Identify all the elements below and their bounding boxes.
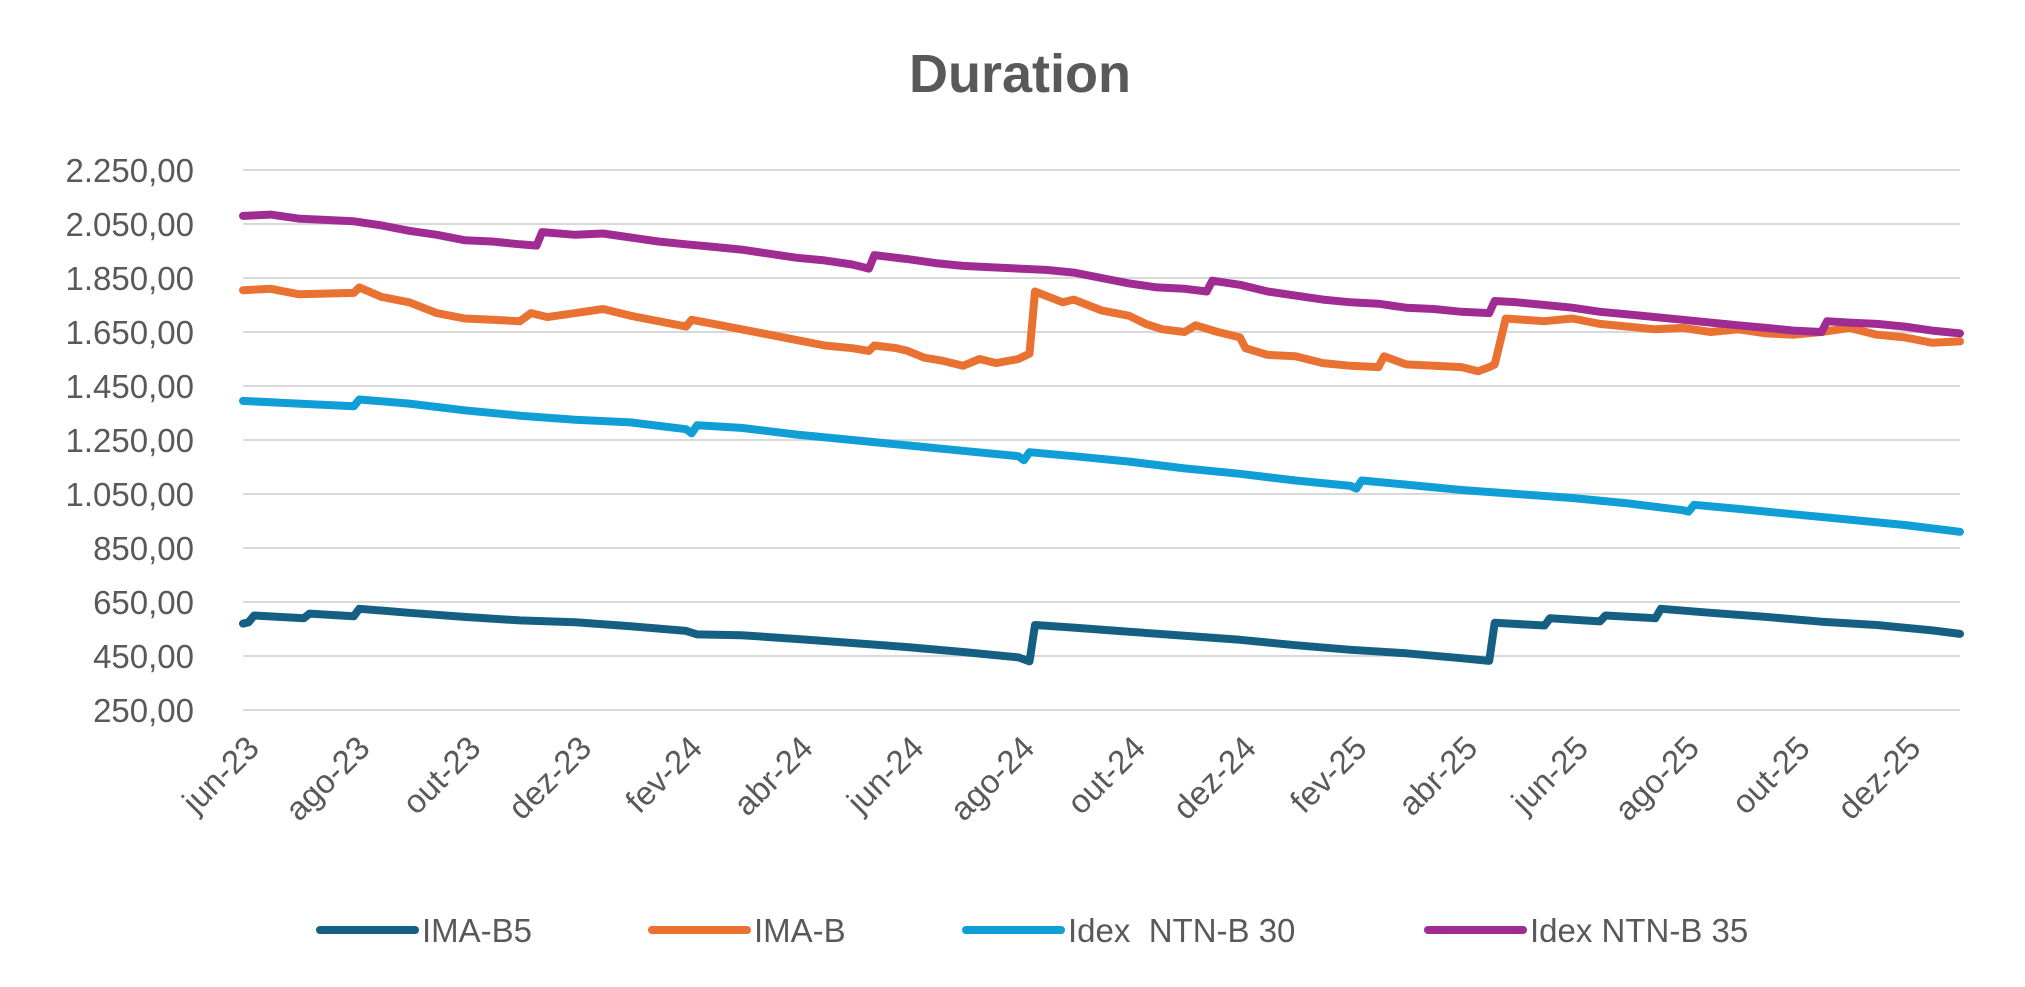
x-tick-label: ago-23: [278, 729, 377, 828]
x-tick-label: ago-25: [1607, 729, 1706, 828]
x-tick-label: abr-24: [726, 729, 820, 823]
y-tick-label: 1.850,00: [66, 260, 194, 297]
chart-title: Duration: [909, 44, 1131, 104]
series-line-3: [239, 395, 1964, 536]
series-lines: [239, 210, 1964, 666]
x-tick-label: dez-25: [1830, 729, 1928, 827]
y-tick-label: 850,00: [93, 530, 194, 567]
x-tick-label: abr-25: [1391, 729, 1485, 823]
y-axis-ticks: 250,00 450,00 650,00 850,00 1.050,00 1.250,00…: [66, 152, 194, 729]
y-tick-label: 2.250,00: [66, 152, 194, 189]
x-tick-label: jun-25: [1504, 729, 1596, 821]
legend-label: Idex NTN-B 30: [1068, 912, 1295, 949]
y-tick-label: 1.050,00: [66, 476, 194, 513]
x-tick-label: jun-24: [839, 729, 931, 821]
x-tick-label: dez-24: [1165, 729, 1263, 827]
y-tick-label: 650,00: [93, 584, 194, 621]
legend-label: Idex NTN-B 35: [1530, 912, 1748, 949]
x-tick-label: ago-24: [943, 729, 1042, 828]
y-tick-label: 1.650,00: [66, 314, 194, 351]
legend-label: IMA-B: [754, 912, 846, 949]
y-tick-label: 2.050,00: [66, 206, 194, 243]
x-tick-label: fev-25: [1283, 729, 1374, 820]
y-tick-label: 250,00: [93, 692, 194, 729]
series-line-4: [239, 210, 1964, 338]
series-line-1: [239, 604, 1964, 666]
y-tick-label: 1.250,00: [66, 422, 194, 459]
series-line-2: [239, 283, 1964, 376]
y-tick-label: 450,00: [93, 638, 194, 675]
x-tick-label: out-24: [1060, 729, 1152, 821]
x-tick-label: fev-24: [618, 729, 709, 820]
legend-label: IMA-B5: [422, 912, 532, 949]
x-axis-ticks: jun-23 ago-23 out-23 dez-23 fev-24 abr-24 jun-…: [174, 729, 1927, 828]
x-tick-label: out-25: [1724, 729, 1816, 821]
legend: IMA-B5 IMA-B Idex NTN-B 30 Idex NTN-B 35: [316, 912, 1748, 949]
x-tick-label: dez-23: [501, 729, 599, 827]
y-tick-label: 1.450,00: [66, 368, 194, 405]
x-tick-label: jun-23: [174, 729, 266, 821]
x-tick-label: out-23: [395, 729, 487, 821]
